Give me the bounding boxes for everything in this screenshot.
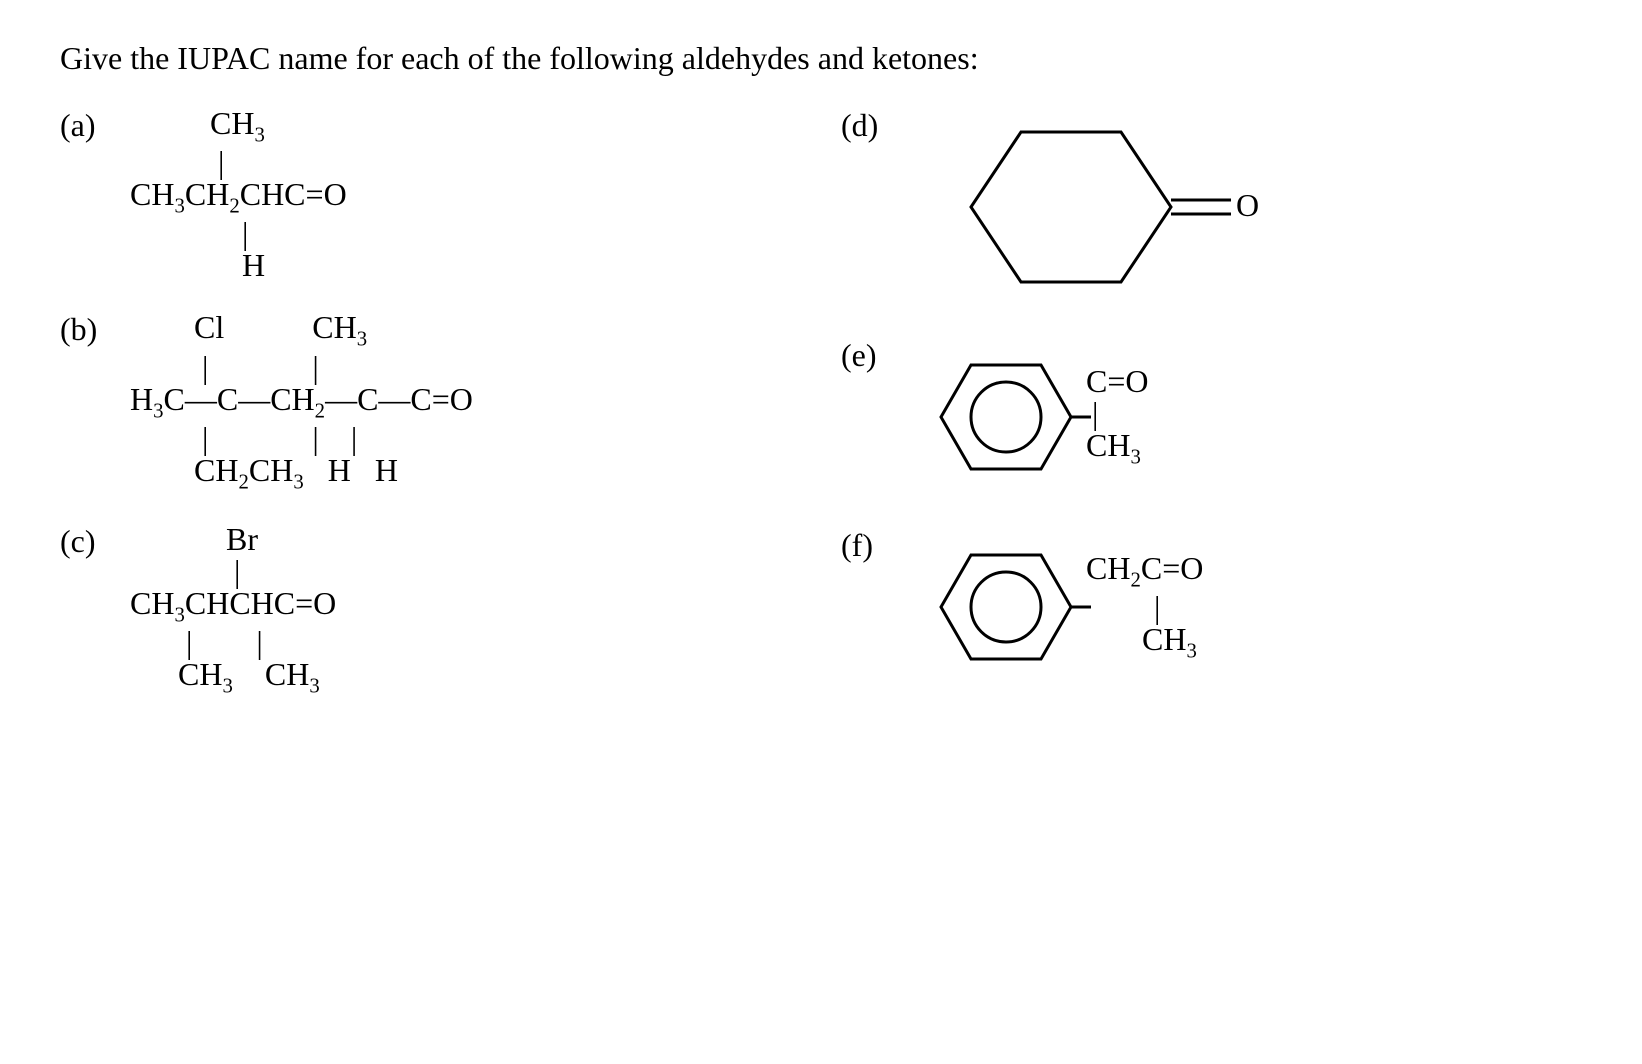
side-group-f: CH2C=O | CH3	[1086, 552, 1203, 662]
label-b: (b)	[60, 311, 110, 348]
struct-c-top: Br	[130, 523, 336, 555]
benzene-e-svg	[911, 337, 1091, 497]
e-bar: |	[1086, 397, 1149, 429]
struct-b-bot: CH2CH3 H H	[130, 454, 473, 493]
struct-b-bar1: | |	[130, 351, 473, 383]
cyclohexanone-svg	[911, 107, 1291, 307]
page-title: Give the IUPAC name for each of the foll…	[60, 40, 1582, 77]
struct-b-bar2: | | |	[130, 422, 473, 454]
item-f: (f) CH2C=O | CH3	[841, 527, 1582, 687]
struct-c-bar1: |	[130, 555, 336, 587]
struct-a-bar1: |	[130, 146, 347, 178]
benzene-circle-e	[971, 382, 1041, 452]
struct-c-bar2: | |	[130, 626, 336, 658]
left-column: (a) CH3 | CH3CH2CHC=O | H (b) Cl CH3	[60, 107, 801, 697]
item-e: (e) C=O | CH3	[841, 337, 1582, 497]
label-d: (d)	[841, 107, 891, 144]
label-a: (a)	[60, 107, 110, 144]
struct-a-top: CH3	[130, 107, 347, 146]
e-right1: C=O	[1086, 365, 1149, 397]
struct-b-main: H3C—C—CH2—C—C=O	[130, 383, 473, 422]
struct-b-top: Cl CH3	[130, 311, 473, 350]
benzene-f-svg	[911, 527, 1091, 687]
benzene-circle-f	[971, 572, 1041, 642]
right-column: (d) O (e)	[841, 107, 1582, 697]
f-right1: CH2C=O	[1086, 552, 1203, 591]
structure-a: CH3 | CH3CH2CHC=O | H	[130, 107, 347, 281]
label-e: (e)	[841, 337, 891, 374]
item-d: (d) O	[841, 107, 1582, 307]
e-right2: CH3	[1086, 429, 1149, 468]
struct-c-bot: CH3 CH3	[130, 658, 336, 697]
structure-c: Br | CH3CHCHC=O | | CH3 CH3	[130, 523, 336, 697]
structure-b: Cl CH3 | | H3C—C—CH2—C—C=O | | | CH2CH3 …	[130, 311, 473, 493]
o-atom-d: O	[1236, 187, 1259, 224]
label-c: (c)	[60, 523, 110, 560]
structure-e: C=O | CH3	[911, 337, 1149, 497]
label-f: (f)	[841, 527, 891, 564]
item-b: (b) Cl CH3 | | H3C—C—CH2—C—C=O | | | CH2…	[60, 311, 801, 493]
struct-a-bar2: |	[130, 217, 347, 249]
structure-d: O	[911, 107, 1291, 307]
struct-c-main: CH3CHCHC=O	[130, 587, 336, 626]
item-a: (a) CH3 | CH3CH2CHC=O | H	[60, 107, 801, 281]
struct-a-bot: H	[130, 249, 347, 281]
content-columns: (a) CH3 | CH3CH2CHC=O | H (b) Cl CH3	[60, 107, 1582, 697]
side-group-e: C=O | CH3	[1086, 365, 1149, 468]
structure-f: CH2C=O | CH3	[911, 527, 1203, 687]
f-bar: |	[1086, 591, 1203, 623]
f-right2: CH3	[1086, 623, 1203, 662]
struct-a-main: CH3CH2CHC=O	[130, 178, 347, 217]
hexagon-ring	[971, 132, 1171, 282]
item-c: (c) Br | CH3CHCHC=O | | CH3 CH3	[60, 523, 801, 697]
